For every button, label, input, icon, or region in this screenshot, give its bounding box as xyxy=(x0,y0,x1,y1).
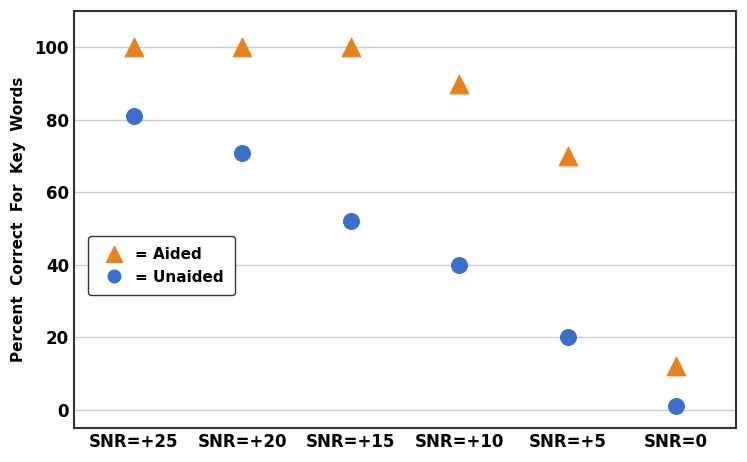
Point xyxy=(670,402,682,410)
Point xyxy=(128,113,140,120)
Point xyxy=(670,363,682,370)
Point xyxy=(236,149,248,156)
Point xyxy=(562,152,574,160)
Point xyxy=(344,44,356,51)
Point xyxy=(453,80,465,87)
Y-axis label: Percent  Correct  For  Key  Words: Percent Correct For Key Words xyxy=(11,77,26,362)
Point xyxy=(453,261,465,268)
Point xyxy=(236,44,248,51)
Point xyxy=(344,218,356,225)
Legend: = Aided, = Unaided: = Aided, = Unaided xyxy=(88,236,235,295)
Point xyxy=(562,334,574,341)
Point xyxy=(128,44,140,51)
